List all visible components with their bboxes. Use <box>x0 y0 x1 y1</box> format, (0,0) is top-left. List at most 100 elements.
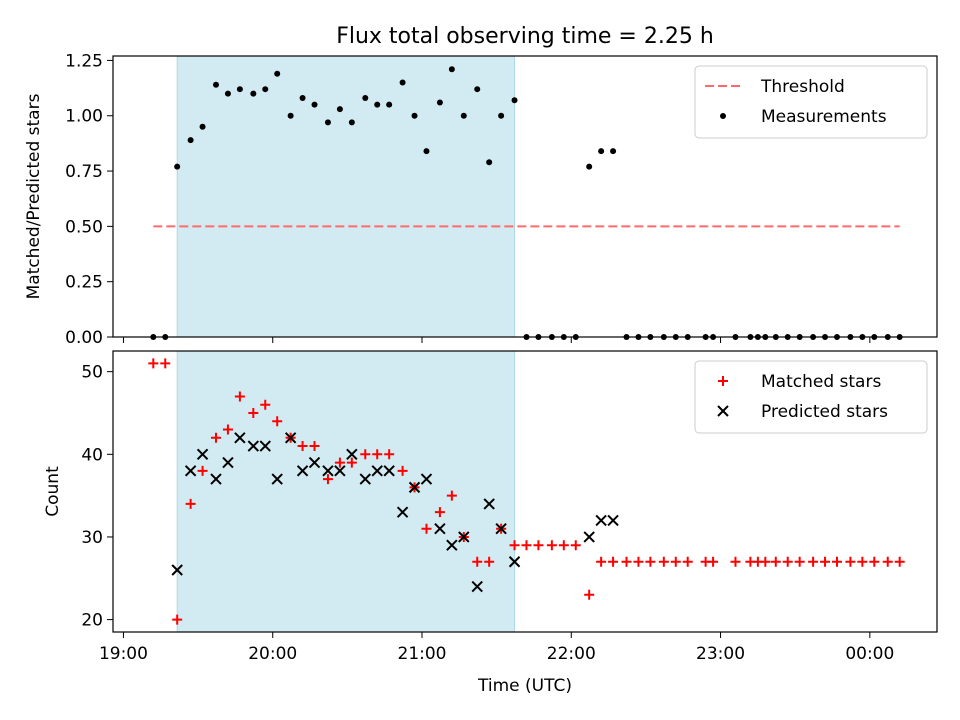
y-tick-label: 40 <box>81 445 103 465</box>
matched-star-point <box>820 556 831 567</box>
matched-star-point <box>596 556 607 567</box>
measurement-point <box>199 123 206 130</box>
measurement-point <box>598 148 605 155</box>
measurement-point <box>423 148 430 155</box>
bottom-axes: 20 30 40 50 19:00 20:00 21:00 22:00 23:00 00:00 Co… <box>43 350 938 696</box>
matched-star-point <box>570 540 581 551</box>
matched-star-point <box>309 441 320 452</box>
matched-star-point <box>682 556 693 567</box>
measurement-point <box>362 95 369 102</box>
matched-star-point <box>248 407 259 418</box>
matched-star-point <box>857 556 868 567</box>
matched-star-point <box>670 556 681 567</box>
observing-span <box>177 56 515 337</box>
matched-star-point <box>185 498 196 509</box>
matched-star-point <box>172 614 183 625</box>
matched-star-point <box>760 556 771 567</box>
legend-label: Threshold <box>760 77 845 97</box>
matched-star-point <box>434 507 445 518</box>
matched-star-point <box>546 540 557 551</box>
predicted-star-point <box>371 465 383 477</box>
matched-star-point <box>322 474 333 485</box>
measurement-point <box>610 148 617 155</box>
matched-star-point <box>446 490 457 501</box>
observing-span <box>177 351 515 632</box>
top-axes: 0.00 0.25 0.50 0.75 1.00 1.25 Matched/Predicte… <box>24 51 938 348</box>
predicted-star-point <box>334 465 346 477</box>
y-tick-label: 50 <box>81 363 103 383</box>
matched-star-point <box>222 424 233 435</box>
matched-star-point <box>658 556 669 567</box>
legend-box <box>694 65 928 139</box>
matched-star-point <box>272 416 283 427</box>
y-axis-label: Count <box>43 466 63 517</box>
matched-star-point <box>346 457 357 468</box>
matched-star-point <box>584 589 595 600</box>
matched-star-point <box>521 540 532 551</box>
predicted-star-point <box>446 539 458 551</box>
measurement-point <box>287 112 294 119</box>
matched-star-point <box>770 556 781 567</box>
predicted-star-point <box>234 432 246 444</box>
y-tick-label: 1.25 <box>65 51 103 71</box>
chart-title: Flux total observing time = 2.25 h <box>336 24 714 49</box>
matched-star-point <box>260 399 271 410</box>
x-tick-label: 20:00 <box>248 644 297 664</box>
measurement-point <box>262 86 269 93</box>
x-tick-label: 23:00 <box>696 644 745 664</box>
predicted-star-point <box>359 473 371 485</box>
axes-frame <box>112 350 938 633</box>
y-tick-label: 0.75 <box>65 162 103 182</box>
matched-star-point <box>808 556 819 567</box>
matched-star-point <box>730 556 741 567</box>
measurement-point <box>386 101 393 108</box>
matched-star-point <box>484 556 495 567</box>
measurement-point <box>474 86 481 93</box>
measurement-point <box>311 101 318 108</box>
matched-star-point <box>782 556 793 567</box>
matched-star-point <box>645 556 656 567</box>
predicted-star-point <box>408 481 421 494</box>
predicted-star-point <box>434 522 446 535</box>
predicted-star-point <box>346 448 358 461</box>
predicted-star-point <box>308 456 321 469</box>
matched-star-point <box>384 449 395 460</box>
measurement-point <box>187 137 194 144</box>
matched-star-point <box>845 556 856 567</box>
legend-label: Measurements <box>761 107 887 127</box>
measurement-point <box>436 99 443 106</box>
measurement-point <box>324 119 331 126</box>
matched-star-point <box>397 465 408 476</box>
matched-star-point <box>472 556 483 567</box>
measurement-point <box>299 95 306 102</box>
y-axis-label: Matched/Predicted stars <box>24 93 44 299</box>
measurement-point <box>374 101 381 108</box>
matched-star-point <box>608 556 619 567</box>
legend-label: Matched stars <box>761 372 881 392</box>
y-tick-label: 0.00 <box>65 328 103 348</box>
predicted-star-point <box>595 514 607 527</box>
predicted-star-point <box>196 448 209 461</box>
matched-star-point <box>334 457 345 468</box>
matched-star-point <box>372 449 383 460</box>
matched-star-point <box>894 556 905 567</box>
predicted-star-point <box>210 473 222 485</box>
y-tick-label: 0.50 <box>65 217 103 237</box>
measurement-point <box>174 163 181 170</box>
legend-predicted-marker <box>717 405 729 417</box>
y-tick-label: 30 <box>81 528 103 548</box>
predicted-star-point <box>222 456 234 469</box>
legend: Threshold Measurements <box>694 65 928 139</box>
legend-box <box>694 360 928 434</box>
measurement-point <box>274 70 281 77</box>
measurement-point <box>586 163 593 170</box>
legend-label: Predicted stars <box>761 402 888 422</box>
matched-star-point <box>148 358 159 369</box>
matched-star-point <box>211 432 221 443</box>
predicted-star-point <box>171 564 183 576</box>
predicted-star-point <box>583 531 595 543</box>
measurement-point <box>498 112 505 119</box>
measurement-point <box>411 112 418 119</box>
matched-star-point <box>708 556 719 567</box>
predicted-star-point <box>259 440 271 452</box>
